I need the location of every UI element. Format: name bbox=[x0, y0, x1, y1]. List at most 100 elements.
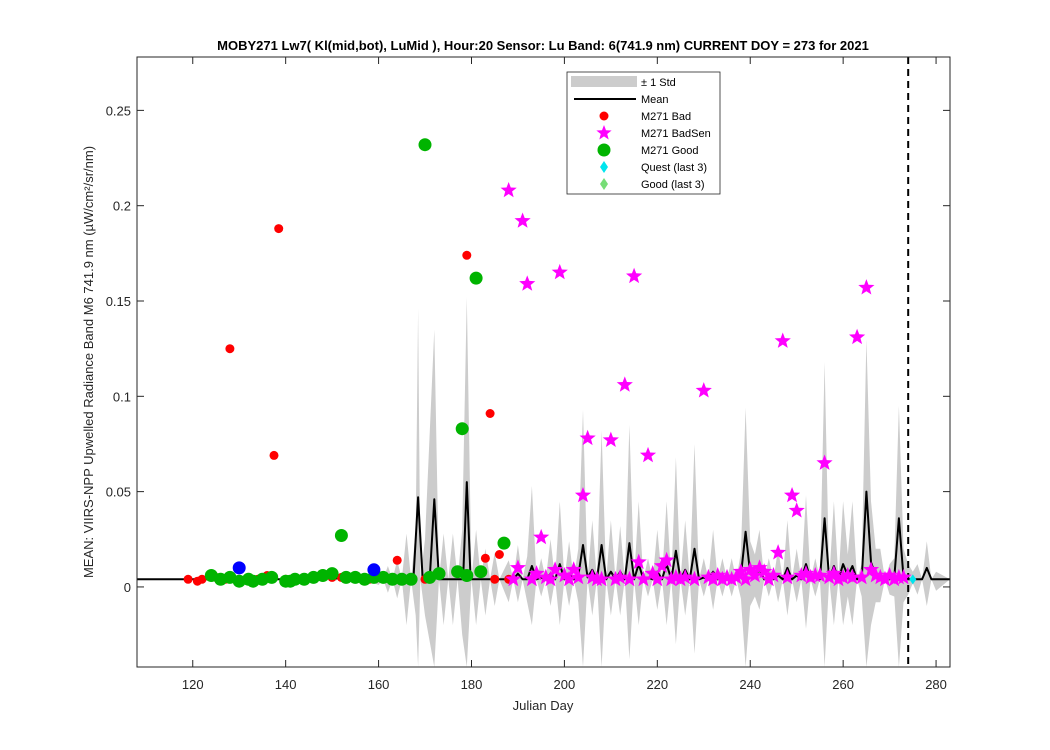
legend-goodlast-label: Good (last 3) bbox=[641, 179, 705, 191]
y-tick-label: 0.15 bbox=[106, 294, 131, 309]
badsen-point bbox=[593, 570, 610, 587]
legend-box bbox=[566, 71, 721, 195]
y-axis-label: MEAN: VIIRS-NPP Upwelled Radiance Band M… bbox=[81, 146, 96, 578]
badsen-point bbox=[742, 561, 759, 577]
badsen-point bbox=[862, 561, 880, 577]
badsen-point bbox=[658, 551, 675, 568]
badsen-point bbox=[835, 568, 852, 585]
plot-frame bbox=[136, 56, 951, 668]
legend-badsen-label: M271 BadSen bbox=[641, 128, 711, 140]
x-tick-label: 160 bbox=[368, 677, 390, 692]
badsen-point bbox=[556, 567, 573, 583]
bad-point bbox=[490, 574, 500, 584]
legend-std-swatch bbox=[571, 76, 637, 87]
badsen-point bbox=[849, 328, 866, 345]
badsen-point bbox=[551, 263, 568, 280]
axis-ticks: 120 140 160 180 200 220 240 260 280 0 0.05 0.1 0.15 0… bbox=[106, 57, 950, 692]
badsen-point bbox=[663, 570, 680, 587]
badsen-point bbox=[649, 570, 666, 587]
badsen-point bbox=[793, 567, 810, 583]
badsen-point bbox=[723, 570, 740, 587]
badsen-point bbox=[500, 181, 517, 198]
good-point bbox=[474, 565, 488, 579]
badsen-point bbox=[779, 568, 796, 585]
badsen-point bbox=[677, 568, 694, 585]
badsen-point bbox=[602, 431, 619, 448]
badsen-point bbox=[844, 568, 861, 585]
badsen-point bbox=[811, 567, 828, 583]
badsen-point bbox=[528, 565, 545, 581]
badsen-point bbox=[612, 568, 629, 585]
x-axis-label: Julian Day bbox=[513, 698, 574, 713]
legend-good-label: M271 Good bbox=[641, 145, 698, 157]
good-point bbox=[339, 570, 353, 584]
y-tick-label: 0 bbox=[124, 580, 131, 595]
badsen-point bbox=[760, 570, 777, 587]
badsen-point bbox=[509, 559, 527, 575]
badsen-point bbox=[639, 446, 657, 463]
bad-point bbox=[494, 550, 504, 559]
good-point bbox=[288, 572, 302, 586]
badsen-point bbox=[886, 570, 903, 587]
good-point bbox=[404, 572, 418, 586]
good-point bbox=[460, 569, 474, 582]
badsen-point bbox=[732, 563, 750, 579]
badsen-point bbox=[630, 553, 647, 570]
badsen-point bbox=[565, 561, 582, 577]
bad-point bbox=[269, 450, 279, 460]
badsen-point bbox=[876, 570, 894, 587]
badsen-point bbox=[881, 567, 898, 583]
badsen-point bbox=[825, 565, 842, 581]
legend-std-label: ± 1 Std bbox=[641, 77, 676, 89]
badsen-point bbox=[704, 570, 722, 587]
badsen-point bbox=[728, 568, 745, 585]
good-point bbox=[395, 572, 409, 586]
x-tick-label: 180 bbox=[461, 677, 483, 692]
blue-point bbox=[367, 563, 381, 577]
good-point bbox=[334, 529, 348, 542]
badsen-point bbox=[821, 568, 838, 585]
badsen-point bbox=[547, 561, 564, 577]
x-tick-label: 240 bbox=[739, 677, 761, 692]
badsen-point bbox=[816, 454, 833, 470]
legend-quest-label: Quest (last 3) bbox=[641, 162, 707, 174]
good-point bbox=[418, 138, 432, 152]
badsen-point bbox=[686, 570, 703, 587]
quest-point bbox=[909, 574, 917, 585]
badsen-point bbox=[574, 486, 592, 503]
bad-point bbox=[225, 344, 235, 354]
legend-bad-label: M271 Bad bbox=[641, 111, 691, 123]
badsen-point bbox=[709, 567, 726, 583]
x-tick-label: 200 bbox=[554, 677, 576, 692]
badsen-point bbox=[626, 267, 643, 284]
badsen-point bbox=[797, 565, 815, 581]
badsen-point bbox=[579, 429, 596, 446]
badsen-point bbox=[505, 570, 522, 587]
y-tick-label: 0.2 bbox=[113, 199, 131, 214]
badsen-point bbox=[858, 279, 875, 295]
x-tick-label: 280 bbox=[925, 677, 947, 692]
badsen-point bbox=[616, 376, 633, 392]
badsen-point bbox=[672, 570, 689, 587]
legend: ± 1 Std Mean M271 Bad M271 BadSen M271 G… bbox=[566, 71, 721, 195]
badsen-point bbox=[533, 528, 550, 545]
badsen-point bbox=[765, 567, 782, 583]
bad-point bbox=[197, 574, 207, 584]
badsen-point bbox=[519, 275, 536, 291]
badsen-point bbox=[774, 332, 791, 348]
badsen-point bbox=[714, 570, 731, 587]
legend-badsen-marker bbox=[596, 125, 612, 140]
good-point bbox=[497, 536, 511, 550]
badsen-point bbox=[560, 570, 578, 587]
good-point bbox=[455, 422, 469, 436]
scatter-points bbox=[183, 138, 917, 588]
badsen-point bbox=[514, 212, 531, 228]
bad-point bbox=[462, 250, 472, 260]
badsen-point bbox=[746, 567, 763, 583]
badsen-point bbox=[542, 570, 559, 587]
badsen-point bbox=[621, 570, 638, 587]
badsen-point bbox=[523, 570, 540, 587]
bad-point bbox=[480, 553, 490, 563]
bad-point bbox=[485, 409, 495, 418]
legend-good-marker bbox=[597, 143, 611, 157]
